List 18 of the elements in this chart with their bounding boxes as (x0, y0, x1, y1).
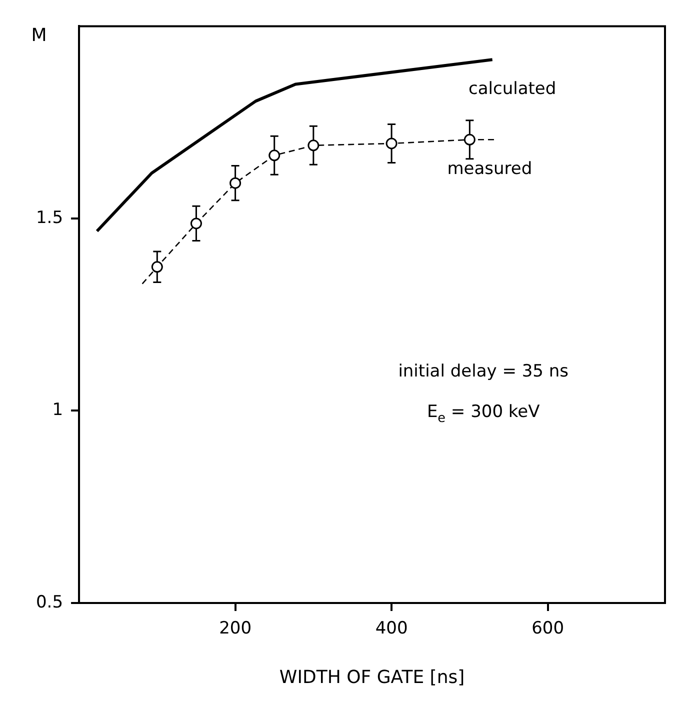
point (151, 261, 163, 273)
point (464, 134, 476, 146)
y-tick-label: 1 (52, 400, 64, 420)
y-tick-label: 0.5 (36, 592, 64, 612)
x-tick-label: 400 (375, 618, 408, 639)
point (308, 140, 320, 152)
point (230, 177, 242, 189)
y-axis-title: M (31, 24, 47, 46)
annotation: initial delay = 35 ns (398, 362, 569, 382)
point (190, 218, 202, 230)
series-label: measured (447, 159, 532, 180)
series-label: calculated (468, 79, 556, 100)
point (386, 138, 398, 150)
x-axis-title: WIDTH OF GATE [ns] (279, 666, 465, 688)
x-tick-label: 200 (219, 618, 252, 639)
x-tick-label: 600 (532, 618, 564, 639)
y-tick-label: 1.5 (36, 208, 64, 228)
point (268, 150, 280, 162)
